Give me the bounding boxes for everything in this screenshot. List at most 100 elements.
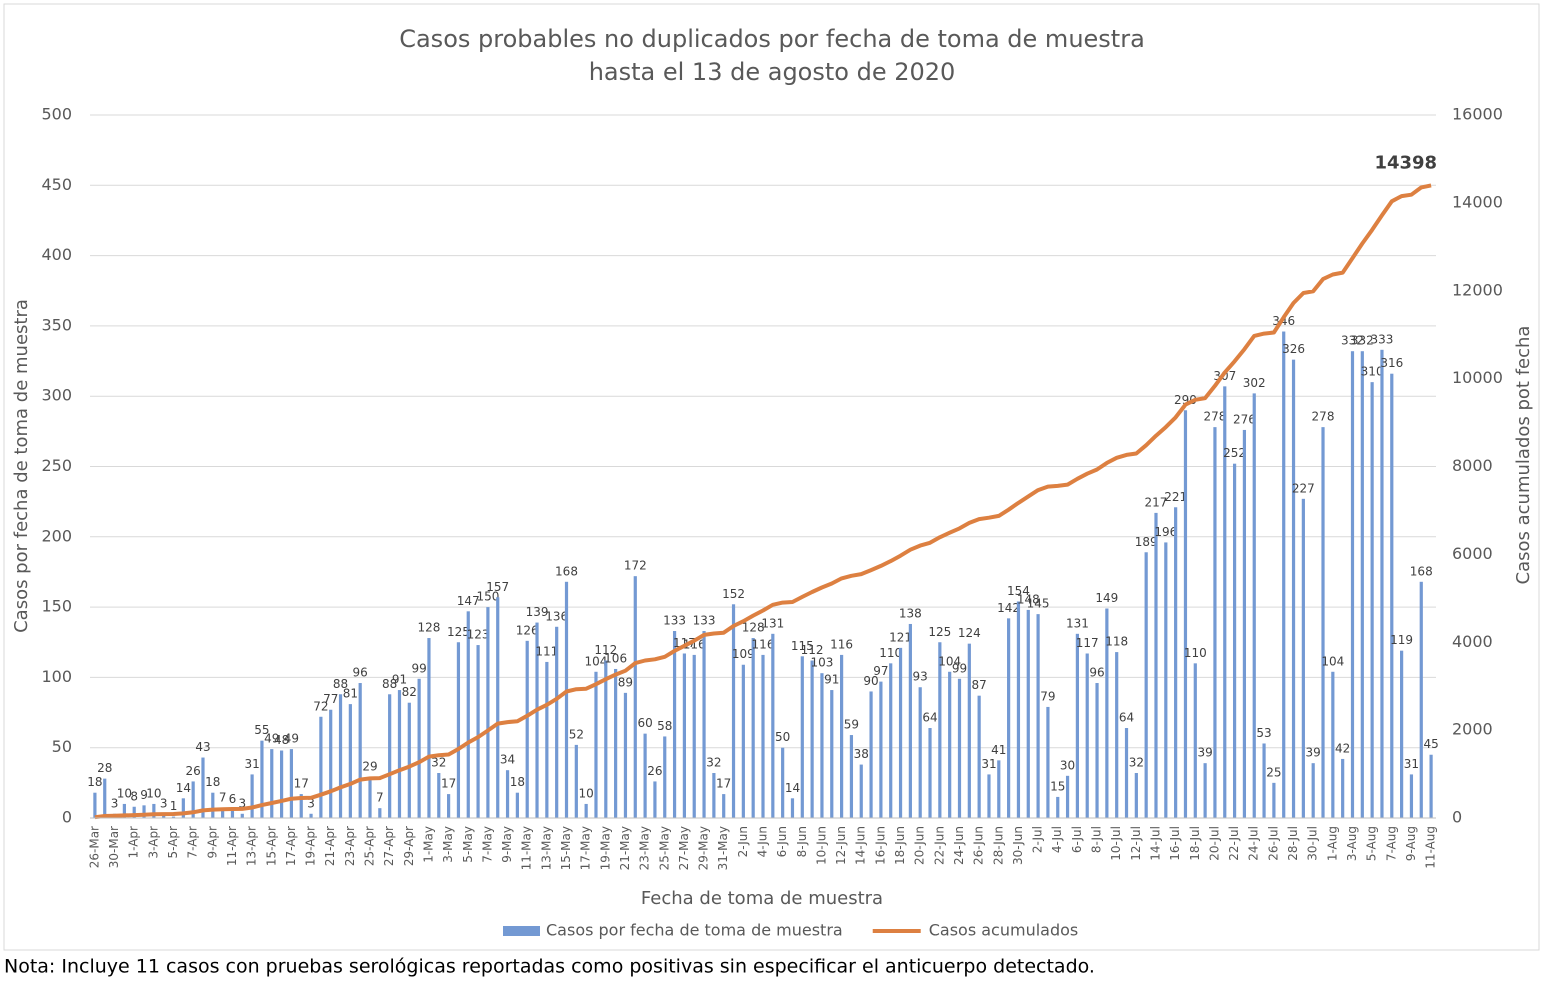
bar-value-label: 8 [130,789,138,803]
bar [1095,683,1099,818]
bar-value-label: 103 [810,656,833,670]
bar [1154,512,1158,818]
bar [1360,351,1364,818]
bar-value-label: 18 [205,775,220,789]
x-tick-label: 1-Apr [127,826,141,859]
x-tick-label: 21-Apr [323,826,337,866]
bar-value-label: 302 [1243,376,1266,390]
bar-value-label: 332 [1351,334,1374,348]
bar-value-label: 88 [333,677,348,691]
bar [1390,373,1394,818]
bar-value-label: 39 [1197,746,1212,760]
bar [329,709,333,818]
bar-value-label: 26 [186,764,201,778]
bar [957,678,962,818]
bar [338,694,343,818]
bar [987,774,991,818]
bar [191,781,195,818]
bar [584,803,588,818]
bar-value-label: 26 [647,764,662,778]
bar-value-label: 217 [1145,495,1168,509]
bar [1380,349,1384,818]
bar [1075,633,1079,818]
bar [515,792,519,818]
x-tick-label: 14-Jul [1148,826,1162,861]
x-tick-label: 11-Apr [225,826,239,866]
bar [1252,393,1256,818]
bar [908,623,912,818]
bar [1213,427,1217,818]
x-tick-label: 20-Jun [913,826,927,865]
bar [1232,463,1237,818]
footnote: Nota: Incluye 11 casos con pruebas serol… [4,956,1095,978]
bar-value-label: 131 [761,616,784,630]
bar-value-label: 1 [170,799,178,813]
bar [790,798,795,818]
x-tick-label: 20-Jul [1207,826,1221,861]
x-tick-label: 5-Aug [1365,826,1379,861]
bar [1341,758,1345,818]
bar-value-label: 87 [972,678,987,692]
bar-value-label: 172 [624,559,647,573]
bar-value-label: 29 [362,760,377,774]
bar [1291,359,1296,818]
bar-value-label: 38 [854,747,869,761]
bar [1409,774,1414,818]
bar [535,622,539,818]
bar [211,792,215,818]
cumulative-line [94,183,1432,820]
bar-value-label: 7 [219,791,227,805]
bar-value-label: 112 [594,643,617,657]
bar-value-label: 118 [1105,635,1128,649]
bar-value-label: 41 [991,743,1006,757]
bar [722,794,726,818]
x-tick-label: 8-Jul [1090,826,1104,853]
bar-value-label: 145 [1027,597,1050,611]
bar-value-label: 332 [1341,334,1364,348]
bar-value-label: 43 [195,740,210,754]
x-tick-label: 9-Apr [205,826,219,859]
bar [1164,542,1168,818]
x-tick-label: 3-May [441,826,455,863]
x-tick-label: 19-May [598,826,612,870]
bar-value-label: 60 [637,716,652,730]
bar [889,663,893,818]
bar [997,760,1001,818]
bar [574,744,578,818]
bar-value-label: 14 [785,781,800,795]
x-tick-label: 7-Aug [1384,826,1398,861]
x-tick-label: 18-Jun [893,826,907,865]
bar [712,773,716,818]
bar-value-label: 88 [382,677,397,691]
bar [1193,663,1197,818]
bar [1144,552,1148,818]
bar-value-label: 25 [1266,765,1281,779]
bar-value-label: 227 [1292,481,1315,495]
bar [358,683,362,818]
bar [545,661,549,818]
bar [731,604,736,818]
bar-value-label: 99 [952,661,967,675]
x-tick-label: 6-Jun [775,826,789,857]
bar-value-label: 18 [87,775,102,789]
bar [466,611,470,818]
bar-value-label: 109 [732,647,755,661]
bar [270,749,274,818]
bar [967,643,971,818]
bar [810,660,814,818]
bar-value-label: 115 [791,639,814,653]
bar-value-label: 14 [176,781,191,795]
bar-value-label: 133 [693,614,716,628]
bar-value-label: 64 [922,711,937,725]
bar [289,749,294,818]
bar-value-label: 117 [673,636,696,650]
x-tick-label: 18-Jul [1188,826,1202,861]
bar [103,778,107,818]
bar-value-label: 17 [294,777,309,791]
x-tick-label: 26-Jul [1266,826,1280,861]
x-tick-label: 12-Jul [1129,826,1143,861]
bar [830,690,834,818]
bar-value-label: 116 [683,637,706,651]
bar [250,774,254,818]
